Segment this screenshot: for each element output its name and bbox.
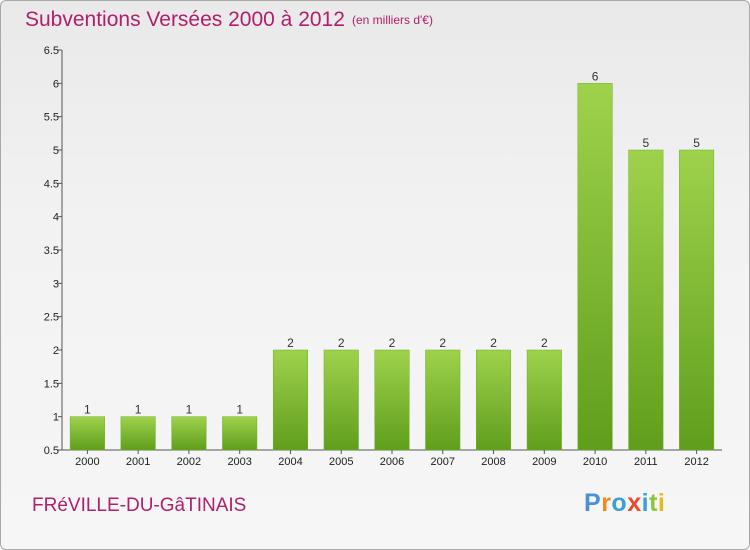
logo-letter: t <box>649 489 658 517</box>
chart-bars <box>69 83 715 451</box>
bar <box>222 416 258 451</box>
bar <box>425 349 461 451</box>
bar-value-label: 2 <box>439 336 446 350</box>
x-tick-label: 2011 <box>634 456 658 468</box>
y-tick-label: 3.5 <box>44 245 59 257</box>
logo-letter: o <box>611 489 628 517</box>
y-tick-label: 3 <box>53 278 59 290</box>
y-tick-label: 4 <box>53 212 59 224</box>
x-tick-label: 2003 <box>227 456 251 468</box>
y-tick-label: 4.5 <box>44 178 59 190</box>
bar <box>272 349 308 451</box>
bar-value-label: 1 <box>236 403 243 417</box>
y-tick-label: 1 <box>53 412 59 424</box>
x-tick-label: 2008 <box>481 456 505 468</box>
y-tick-label: 5 <box>53 145 59 157</box>
bar-value-label: 2 <box>338 336 345 350</box>
bar-value-label: 2 <box>541 336 548 350</box>
y-tick-label: 5.5 <box>44 112 59 124</box>
y-tick-label: 1.5 <box>44 378 59 390</box>
y-tick-label: 6 <box>53 78 59 90</box>
bar <box>120 416 156 451</box>
chart-labels: 2000 1 2001 1 2002 1 2003 1 2004 2 2005 2 2006 2 2007 2… <box>75 69 709 468</box>
y-tick-label: 2 <box>53 345 59 357</box>
y-tick-label: 6.5 <box>44 45 59 57</box>
y-tick-label: 0.5 <box>44 445 59 457</box>
chart-title: Subventions Versées 2000 à 2012 <box>25 8 345 31</box>
logo-letter: P <box>584 489 602 517</box>
x-tick-label: 2005 <box>329 456 353 468</box>
bar <box>679 149 715 451</box>
logo-letter: r <box>601 489 612 517</box>
bar-value-label: 5 <box>693 136 700 150</box>
commune-name: FRéVILLE-DU-GâTINAIS <box>32 495 247 516</box>
x-tick-label: 2000 <box>75 456 99 468</box>
x-tick-label: 2009 <box>532 456 556 468</box>
bar-value-label: 1 <box>135 403 142 417</box>
bar-value-label: 6 <box>592 69 599 83</box>
x-tick-label: 2012 <box>684 456 708 468</box>
x-tick-label: 2002 <box>177 456 201 468</box>
bar <box>476 349 512 451</box>
bar <box>577 83 613 451</box>
bar-value-label: 1 <box>84 403 91 417</box>
bar <box>171 416 207 451</box>
logo-letter: i <box>657 489 666 517</box>
bar-value-label: 2 <box>287 336 294 350</box>
x-tick-label: 2001 <box>126 456 150 468</box>
bar <box>323 349 359 451</box>
bar-value-label: 2 <box>490 336 497 350</box>
bar-value-label: 2 <box>389 336 396 350</box>
bar-value-label: 1 <box>186 403 193 417</box>
x-tick-label: 2004 <box>278 456 302 468</box>
x-tick-label: 2010 <box>583 456 607 468</box>
bar <box>69 416 105 451</box>
x-tick-label: 2006 <box>380 456 404 468</box>
bar-value-label: 5 <box>643 136 650 150</box>
bar <box>526 349 562 451</box>
bar <box>628 149 664 451</box>
bar <box>374 349 410 451</box>
x-tick-label: 2007 <box>431 456 455 468</box>
y-tick-label: 2.5 <box>44 312 59 324</box>
proxiti-logo[interactable]: Proxiti <box>584 489 665 518</box>
logo-letter: i <box>641 489 650 517</box>
chart-subtitle: (en milliers d'€) <box>352 13 433 27</box>
logo-letter: x <box>627 489 642 517</box>
